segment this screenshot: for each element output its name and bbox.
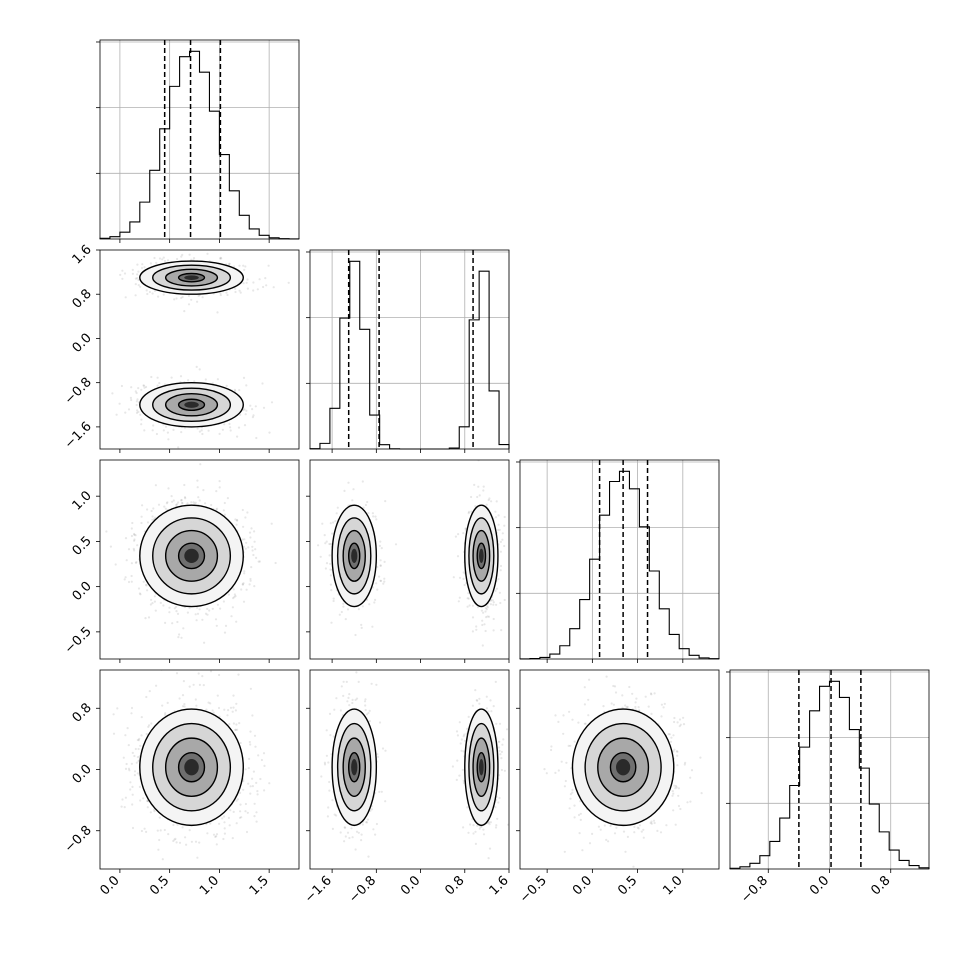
hist-panel-2 xyxy=(516,459,720,663)
y-tick-label-1-3: 0.8 xyxy=(70,286,95,311)
y-tick-label-2-0: −0.5 xyxy=(62,624,95,657)
x-tick-label-1-2: 0.0 xyxy=(398,873,423,898)
hist-grid-3 xyxy=(730,670,929,869)
contours-2-0 xyxy=(139,504,244,608)
y-tick-label-2-3: 1.0 xyxy=(70,488,95,513)
x-tick-label-2-3: 1.0 xyxy=(660,873,685,898)
x-tick-label-0-1: 0.5 xyxy=(147,873,172,898)
x-tick-label-2-0: −0.5 xyxy=(517,873,550,906)
x-tick-label-1-3: 0.8 xyxy=(442,873,467,898)
histogram-3 xyxy=(729,680,930,869)
y-tick-label-1-2: 0.0 xyxy=(70,331,95,356)
scatter-panel-1-0 xyxy=(96,249,300,453)
hist-frame-0 xyxy=(99,39,300,240)
histogram-2 xyxy=(519,470,720,660)
x-tick-label-2-2: 0.5 xyxy=(615,873,640,898)
scatter-panel-2-0 xyxy=(96,459,300,663)
x-tick-label-0-2: 1.0 xyxy=(197,873,222,898)
scatter-frame-1-0 xyxy=(99,249,300,450)
x-tick-label-3-2: 0.8 xyxy=(868,873,893,898)
y-tick-label-3-0: −0.8 xyxy=(62,823,95,856)
scatter-panel-3-1 xyxy=(306,669,510,873)
x-tick-label-2-1: 0.0 xyxy=(570,873,595,898)
x-tick-label-3-0: −0.8 xyxy=(738,873,771,906)
histogram-1 xyxy=(309,260,510,450)
x-tick-label-1-0: −1.6 xyxy=(302,873,335,906)
hist-panel-3 xyxy=(726,669,930,873)
scatter-frame-2-1 xyxy=(309,459,510,660)
y-tick-label-1-0: −1.6 xyxy=(62,419,95,452)
y-tick-label-1-1: −0.8 xyxy=(62,375,95,408)
hist-frame-1 xyxy=(309,249,510,450)
hist-panel-0 xyxy=(96,39,300,243)
y-tick-label-3-2: 0.8 xyxy=(70,700,95,725)
x-tick-label-1-1: −0.8 xyxy=(346,873,379,906)
x-tick-label-3-1: 0.0 xyxy=(807,873,832,898)
y-tick-label-3-1: 0.0 xyxy=(70,762,95,787)
hist-frame-2 xyxy=(519,459,720,660)
histogram-0 xyxy=(99,50,300,240)
contours-3-1 xyxy=(331,708,499,827)
scatter-panel-3-0 xyxy=(96,669,300,873)
contours-1-0 xyxy=(139,260,244,428)
contours-2-1 xyxy=(331,504,499,608)
scatter-panel-3-2 xyxy=(516,669,720,873)
x-tick-label-1-4: 1.6 xyxy=(487,873,512,898)
x-tick-label-0-3: 1.5 xyxy=(247,873,272,898)
scatter-panel-2-1 xyxy=(306,459,510,663)
y-tick-label-2-1: 0.0 xyxy=(70,579,95,604)
y-tick-label-2-2: 0.5 xyxy=(70,534,95,559)
contours-3-0 xyxy=(139,708,244,827)
contours-3-2 xyxy=(571,708,675,827)
hist-grid-2 xyxy=(520,460,719,659)
y-tick-label-1-4: 1.6 xyxy=(70,242,95,267)
scatter-frame-2-0 xyxy=(99,459,300,660)
hist-panel-1 xyxy=(306,249,510,453)
x-tick-label-0-0: 0.0 xyxy=(97,873,122,898)
